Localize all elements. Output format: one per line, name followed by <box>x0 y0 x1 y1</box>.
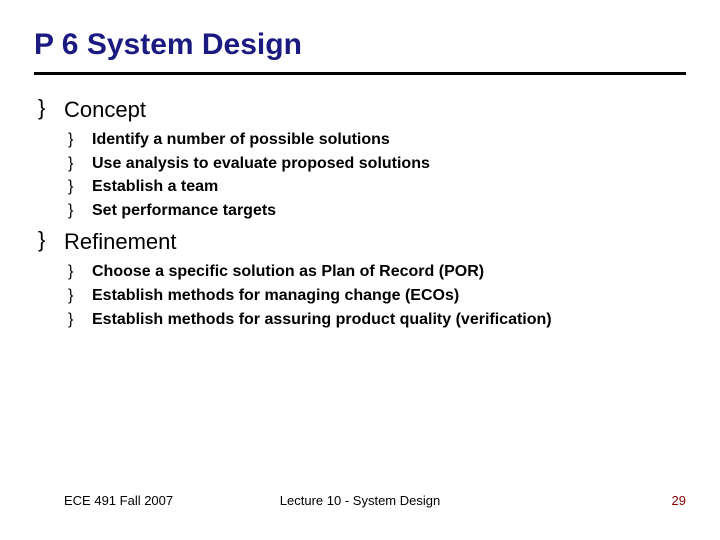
list-item-text: Use analysis to evaluate proposed soluti… <box>92 153 430 175</box>
list-item: } Set performance targets <box>68 200 686 222</box>
list-item: } Establish methods for assuring product… <box>68 309 686 331</box>
section-heading: Refinement <box>64 229 177 255</box>
footer-page-number: 29 <box>672 493 686 508</box>
section-heading-row: } Concept <box>38 97 686 123</box>
bullet-icon: } <box>68 285 92 307</box>
list-item-text: Establish a team <box>92 176 218 198</box>
section-concept: } Concept } Identify a number of possibl… <box>34 97 686 221</box>
list-item: } Choose a specific solution as Plan of … <box>68 261 686 283</box>
section-heading: Concept <box>64 97 146 123</box>
bullet-icon: } <box>68 153 92 175</box>
list-item-text: Set performance targets <box>92 200 276 222</box>
bullet-icon: } <box>68 129 92 151</box>
list-item: } Establish a team <box>68 176 686 198</box>
bullet-icon: } <box>38 97 64 119</box>
slide-footer: ECE 491 Fall 2007 Lecture 10 - System De… <box>0 493 720 508</box>
slide-title: P 6 System Design <box>34 28 686 62</box>
section-refinement: } Refinement } Choose a specific solutio… <box>34 229 686 330</box>
footer-left: ECE 491 Fall 2007 <box>64 493 173 508</box>
list-item-text: Establish methods for managing change (E… <box>92 285 459 307</box>
bullet-icon: } <box>38 229 64 251</box>
bullet-icon: } <box>68 176 92 198</box>
list-item-text: Identify a number of possible solutions <box>92 129 390 151</box>
slide: P 6 System Design } Concept } Identify a… <box>0 0 720 540</box>
title-underline <box>34 72 686 75</box>
list-item: } Use analysis to evaluate proposed solu… <box>68 153 686 175</box>
list-item: } Identify a number of possible solution… <box>68 129 686 151</box>
section-heading-row: } Refinement <box>38 229 686 255</box>
bullet-icon: } <box>68 309 92 331</box>
list-item-text: Choose a specific solution as Plan of Re… <box>92 261 484 283</box>
list-item-text: Establish methods for assuring product q… <box>92 309 552 331</box>
bullet-icon: } <box>68 261 92 283</box>
list-item: } Establish methods for managing change … <box>68 285 686 307</box>
section-items: } Choose a specific solution as Plan of … <box>38 261 686 330</box>
section-items: } Identify a number of possible solution… <box>38 129 686 221</box>
bullet-icon: } <box>68 200 92 222</box>
